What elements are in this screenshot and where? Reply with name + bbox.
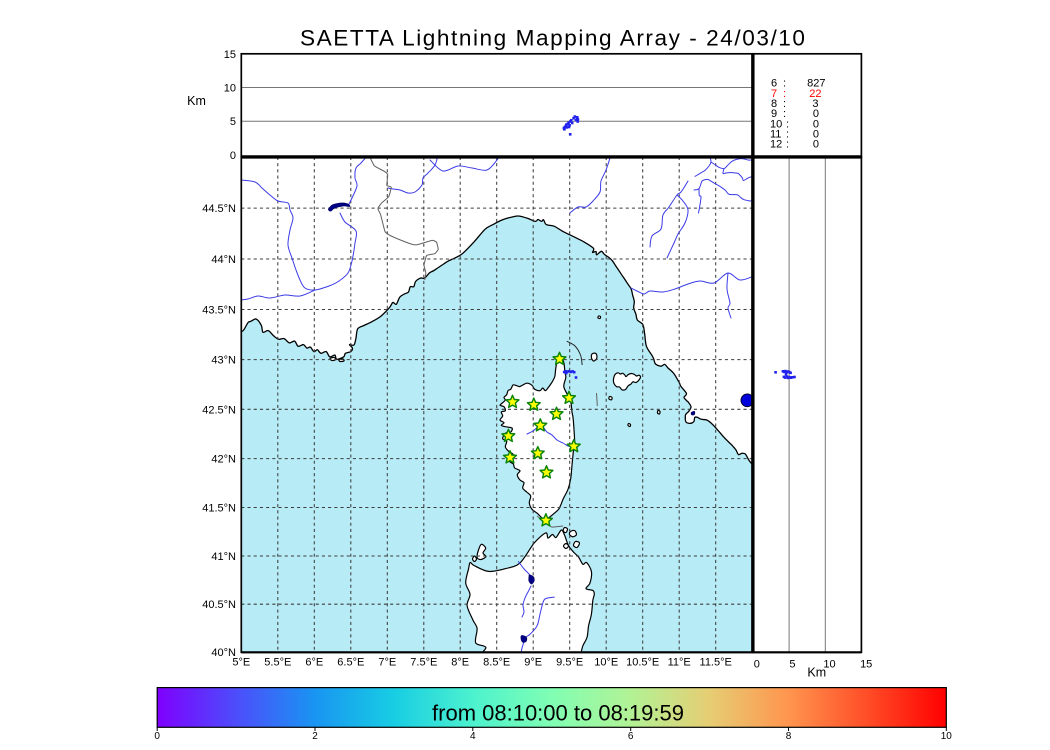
svg-text::: : bbox=[783, 98, 786, 110]
svg-text:0: 0 bbox=[754, 658, 760, 670]
svg-text::: : bbox=[786, 139, 789, 151]
svg-text:0: 0 bbox=[230, 150, 236, 162]
svg-text:11°E: 11°E bbox=[668, 656, 691, 668]
svg-text:41°N: 41°N bbox=[211, 551, 236, 563]
svg-text:8°E: 8°E bbox=[451, 656, 469, 668]
svg-text:44.5°N: 44.5°N bbox=[202, 203, 236, 215]
svg-text:22: 22 bbox=[809, 88, 821, 100]
svg-text:9: 9 bbox=[771, 108, 777, 120]
svg-text:12: 12 bbox=[770, 139, 782, 151]
svg-text:10.5°E: 10.5°E bbox=[626, 656, 659, 668]
svg-text:7.5°E: 7.5°E bbox=[410, 656, 437, 668]
svg-text:5: 5 bbox=[789, 658, 795, 670]
svg-text:6: 6 bbox=[771, 78, 777, 90]
svg-text:6.5°E: 6.5°E bbox=[337, 656, 364, 668]
svg-text:Km: Km bbox=[807, 666, 826, 680]
svg-text:3: 3 bbox=[812, 98, 818, 110]
svg-text::: : bbox=[783, 78, 786, 90]
svg-text::: : bbox=[786, 129, 789, 141]
svg-text:0: 0 bbox=[813, 139, 819, 151]
svg-text:Km: Km bbox=[187, 94, 206, 108]
svg-text:42°N: 42°N bbox=[211, 454, 236, 466]
svg-text:11: 11 bbox=[770, 129, 781, 141]
svg-text::: : bbox=[786, 119, 789, 131]
svg-text:11.5°E: 11.5°E bbox=[700, 656, 732, 668]
svg-text:0: 0 bbox=[813, 129, 819, 141]
svg-text:7°E: 7°E bbox=[378, 656, 396, 668]
svg-text:8: 8 bbox=[771, 98, 777, 110]
svg-text:10°E: 10°E bbox=[594, 656, 618, 668]
svg-text::: : bbox=[783, 108, 786, 120]
svg-text:44°N: 44°N bbox=[211, 254, 236, 266]
svg-text:0: 0 bbox=[813, 108, 819, 120]
svg-text:40.5°N: 40.5°N bbox=[202, 599, 236, 611]
svg-text:2: 2 bbox=[312, 731, 318, 742]
svg-text:10: 10 bbox=[941, 731, 953, 742]
svg-text:8: 8 bbox=[786, 731, 792, 742]
svg-text:8.5°E: 8.5°E bbox=[483, 656, 510, 668]
svg-text:from 08:10:00 to 08:19:59: from 08:10:00 to 08:19:59 bbox=[432, 701, 684, 726]
svg-text:6: 6 bbox=[628, 731, 634, 742]
svg-text:5.5°E: 5.5°E bbox=[264, 656, 291, 668]
svg-text:5: 5 bbox=[230, 116, 236, 128]
svg-text:41.5°N: 41.5°N bbox=[202, 503, 236, 515]
svg-text:10: 10 bbox=[770, 119, 782, 131]
svg-text:4: 4 bbox=[470, 731, 476, 742]
svg-text:SAETTA Lightning Mapping Array: SAETTA Lightning Mapping Array - 24/03/1… bbox=[300, 25, 805, 50]
svg-text:5°E: 5°E bbox=[232, 656, 250, 668]
svg-text:6°E: 6°E bbox=[305, 656, 323, 668]
svg-text:40°N: 40°N bbox=[211, 647, 236, 659]
svg-text:9.5°E: 9.5°E bbox=[556, 656, 583, 668]
svg-text:15: 15 bbox=[860, 658, 872, 670]
svg-text:42.5°N: 42.5°N bbox=[202, 404, 236, 416]
svg-text:15: 15 bbox=[224, 49, 236, 61]
svg-text::: : bbox=[783, 88, 786, 100]
svg-text:0: 0 bbox=[154, 731, 160, 742]
svg-text:10: 10 bbox=[823, 658, 835, 670]
svg-text:43.5°N: 43.5°N bbox=[202, 305, 236, 317]
svg-text:9°E: 9°E bbox=[524, 656, 542, 668]
svg-text:827: 827 bbox=[807, 78, 825, 90]
svg-text:7: 7 bbox=[771, 88, 777, 100]
svg-text:43°N: 43°N bbox=[211, 355, 236, 367]
svg-text:10: 10 bbox=[224, 83, 236, 95]
svg-text:0: 0 bbox=[813, 119, 819, 131]
